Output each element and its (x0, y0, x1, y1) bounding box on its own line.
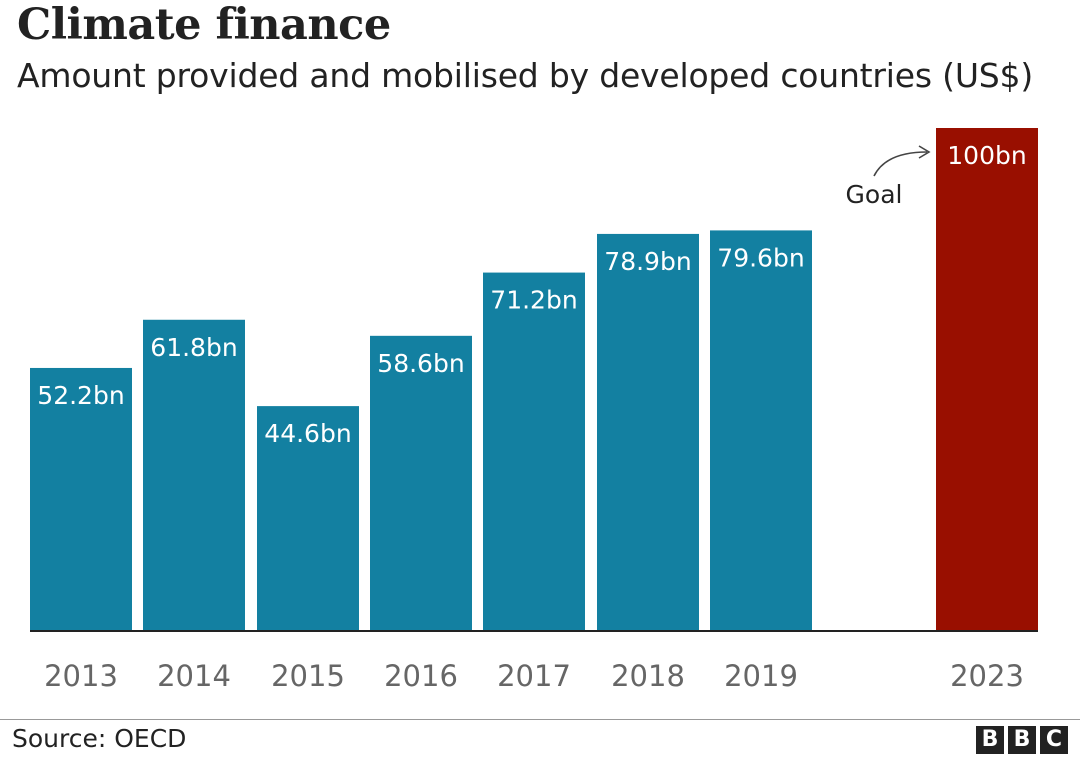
bar-value-label: 78.9bn (604, 247, 691, 276)
bar (143, 319, 245, 630)
bar-value-label: 44.6bn (264, 419, 351, 448)
bar (370, 335, 472, 630)
goal-annotation: Goal (846, 180, 903, 209)
bbc-logo-letter: B (1008, 726, 1036, 754)
x-tick-label: 2013 (44, 659, 118, 693)
bar (597, 233, 699, 630)
bar-value-label: 52.2bn (37, 381, 124, 410)
x-tick-label: 2018 (611, 659, 685, 693)
x-tick-label: 2014 (157, 659, 231, 693)
x-tick-label: 2019 (724, 659, 798, 693)
bar-goal (936, 128, 1038, 630)
bar-value-label: 71.2bn (490, 286, 577, 315)
chart-subtitle: Amount provided and mobilised by develop… (17, 56, 1033, 95)
bar-value-label: 79.6bn (717, 243, 804, 272)
bbc-logo-letter: C (1040, 726, 1068, 754)
bar (30, 367, 132, 630)
bar (257, 406, 359, 630)
bar-chart: 52.2bn 2013 61.8bn 2014 44.6bn 2015 58.6bn 2016… (30, 128, 1038, 693)
bar (710, 230, 812, 630)
bbc-logo-letter: B (976, 726, 1004, 754)
goal-arrow-icon (873, 151, 928, 177)
bar-value-label: 100bn (947, 141, 1026, 170)
x-tick-label: 2023 (950, 659, 1024, 693)
chart-title: Climate finance (17, 0, 391, 50)
x-tick-label: 2015 (271, 659, 345, 693)
goal-arrowhead-icon (918, 145, 931, 159)
source-note: Source: OECD (12, 724, 187, 753)
footer-divider (0, 719, 1080, 720)
bar-value-label: 61.8bn (150, 333, 237, 362)
bar (483, 272, 585, 630)
bar-value-label: 58.6bn (377, 349, 464, 378)
x-tick-label: 2017 (497, 659, 571, 693)
x-tick-label: 2016 (384, 659, 458, 693)
bbc-logo: B B C (976, 726, 1068, 754)
